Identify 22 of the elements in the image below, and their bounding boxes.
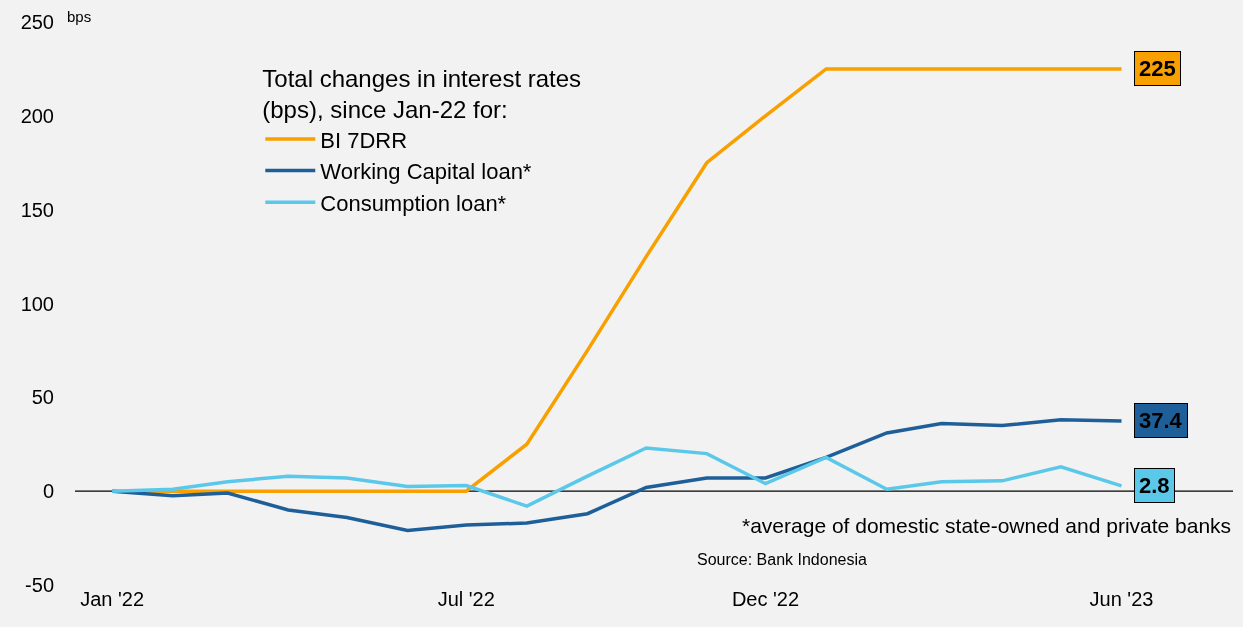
y-axis-title: bps — [67, 8, 92, 25]
x-tick-label: Jan '22 — [80, 588, 145, 610]
legend-label: Working Capital loan* — [320, 159, 532, 185]
y-tick-label: 50 — [31, 386, 54, 409]
legend-label: Consumption loan* — [320, 190, 507, 216]
x-tick-label: Jul '22 — [437, 588, 495, 610]
line-series — [110, 446, 1124, 508]
data-label: 225 — [1139, 56, 1176, 81]
legend-title: Total changes in interest rates (bps), since Jan-22 for: — [262, 64, 582, 124]
y-tick-label: 0 — [42, 480, 54, 503]
annotation: *average of domestic state-owned and private banks — [742, 514, 1232, 537]
data-label: 37.4 — [1139, 408, 1183, 433]
y-tick-label: 250 — [20, 11, 54, 33]
x-tick-label: Jun '23 — [1089, 588, 1154, 610]
data-label: 2.8 — [1139, 473, 1170, 498]
y-tick-label: 200 — [20, 104, 54, 127]
x-tick-label: Dec '22 — [731, 588, 800, 610]
y-tick-label: -50 — [25, 574, 54, 596]
y-tick-label: 150 — [20, 198, 54, 221]
legend-label: BI 7DRR — [320, 127, 408, 153]
y-tick-label: 100 — [20, 292, 54, 315]
annotation: Source: Bank Indonesia — [697, 551, 867, 568]
